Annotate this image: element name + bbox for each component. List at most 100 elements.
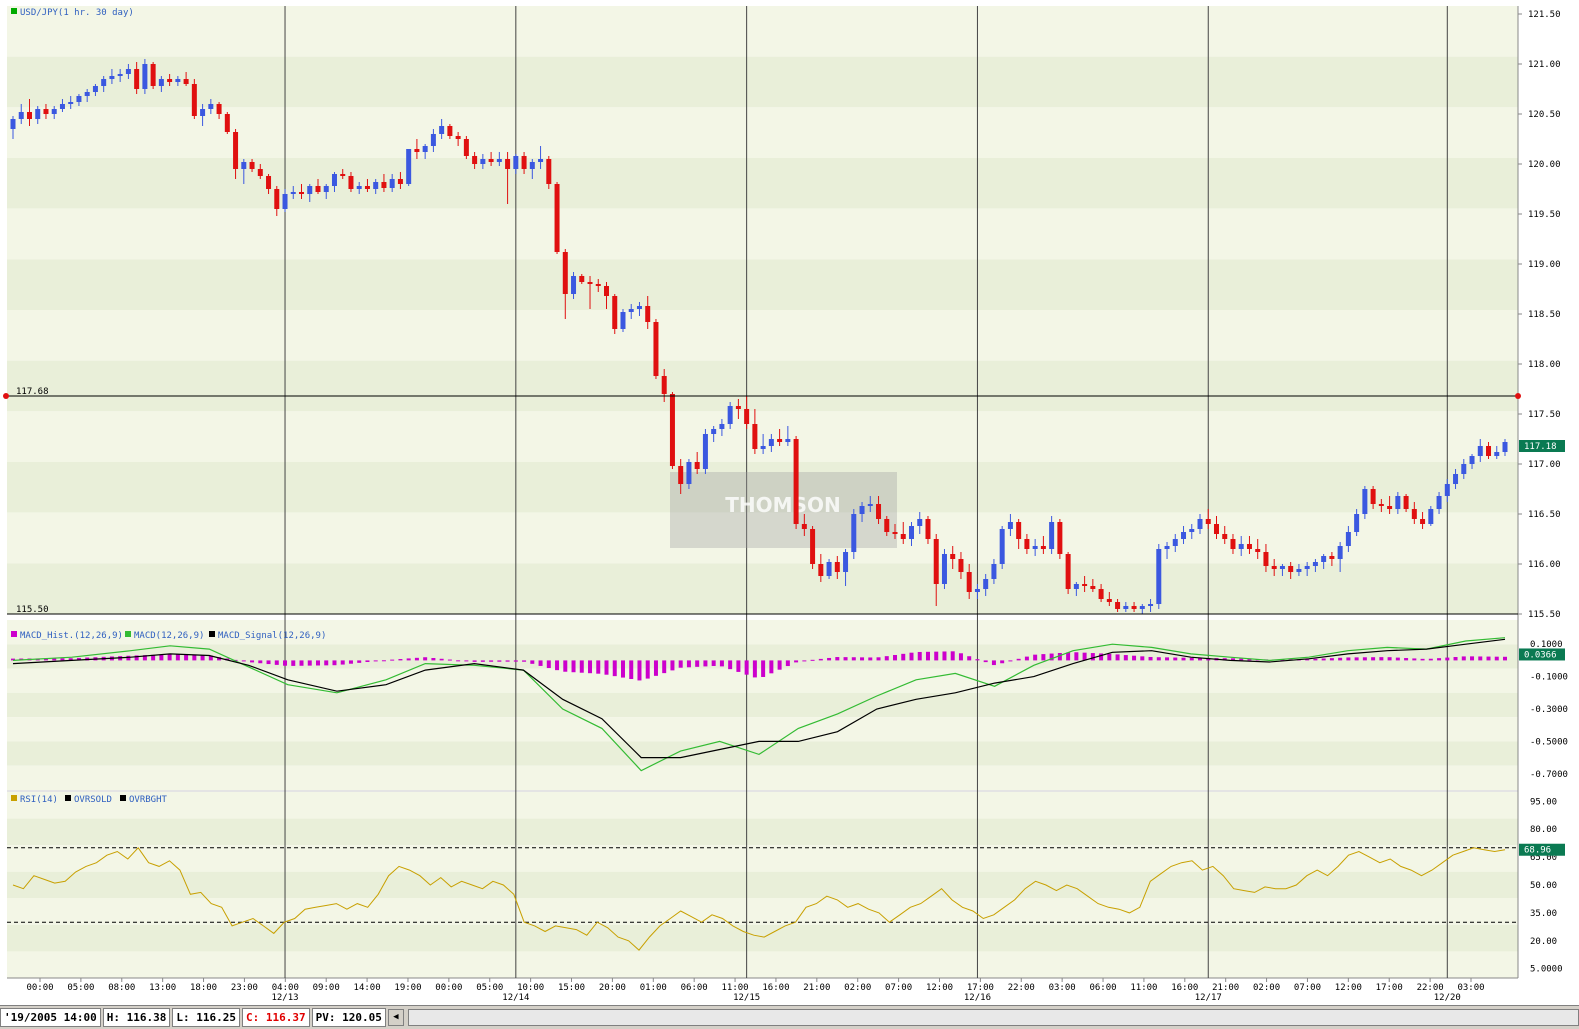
status-close: C: 116.37 xyxy=(241,1008,310,1027)
x-tick-label: 11:00 xyxy=(722,983,749,993)
macd-hist-bar xyxy=(1165,657,1170,661)
macd-last-tag xyxy=(1519,648,1565,661)
macd-hist-bar xyxy=(1132,655,1137,661)
rsi-band xyxy=(7,871,1518,899)
macd-hist-bar xyxy=(1041,654,1046,661)
status-low-value: 116.25 xyxy=(196,1011,236,1024)
macd-hist-bar xyxy=(134,655,139,661)
candle-body xyxy=(340,174,346,176)
candle-body xyxy=(958,559,964,572)
x-tick-label: 03:00 xyxy=(1049,983,1076,993)
candle-body xyxy=(150,64,156,86)
macd-hist-bar xyxy=(588,660,593,674)
x-tick-label: 17:00 xyxy=(1376,983,1403,993)
macd-hist-bar xyxy=(958,653,963,661)
macd-hist-bar xyxy=(283,660,288,666)
candle-body xyxy=(307,186,313,194)
scroll-left-icon[interactable]: ◀ xyxy=(387,1009,404,1026)
candle-body xyxy=(439,126,445,134)
date-label: 12/20 xyxy=(1434,993,1461,1003)
macd-hist-bar xyxy=(1478,656,1483,661)
candle-body xyxy=(158,79,164,86)
status-date: '19/2005 14:00 xyxy=(0,1008,101,1027)
macd-hist-bar xyxy=(1049,653,1054,661)
candle-body xyxy=(389,179,395,188)
macd-hist-bar xyxy=(1445,657,1450,661)
macd-hist-bar xyxy=(1008,660,1013,662)
x-tick-label: 02:00 xyxy=(1253,983,1280,993)
rsi-line xyxy=(12,847,1506,951)
horizontal-scrollbar[interactable] xyxy=(407,1009,1579,1026)
macd-hist-bar xyxy=(785,660,790,667)
rsi-last-tag xyxy=(1519,843,1565,856)
x-tick-label: 22:00 xyxy=(1008,983,1035,993)
x-tick-label: 09:00 xyxy=(313,983,340,993)
y-tick-label: 120.00 xyxy=(1528,160,1561,170)
candle-body xyxy=(793,439,799,524)
y-tick-label: 118.50 xyxy=(1528,310,1561,320)
macd-hist-bar xyxy=(456,660,461,662)
candle-body xyxy=(991,564,997,579)
macd-hist-bar xyxy=(472,660,477,662)
macd-hist-bar xyxy=(835,657,840,661)
macd-hist-bar xyxy=(1412,658,1417,661)
candle-body xyxy=(669,394,675,466)
macd-hist-bar xyxy=(884,656,889,661)
x-tick-label: 00:00 xyxy=(435,983,462,993)
candle-body xyxy=(1411,509,1417,519)
candle-body xyxy=(1205,519,1211,524)
candle-body xyxy=(463,139,469,156)
candle-body xyxy=(1263,552,1269,566)
macd-hist-bar xyxy=(579,660,584,673)
macd-hist-bar xyxy=(489,660,494,662)
candle-body xyxy=(1486,446,1492,456)
macd-tick-label: -0.5000 xyxy=(1530,737,1568,747)
chart-canvas[interactable]: THOMSON 117.68 115.50 121.50 121.00 120.50 120… xyxy=(0,0,1579,1005)
candle-body xyxy=(1354,514,1360,532)
candle-body xyxy=(1238,544,1244,549)
macd-tick-label: -0.1000 xyxy=(1530,673,1568,683)
macd-hist-bar xyxy=(1115,654,1120,661)
rsi-tick-label: 95.00 xyxy=(1530,797,1557,807)
x-tick-label: 21:00 xyxy=(803,983,830,993)
candle-body xyxy=(59,104,65,109)
macd-hist-bar xyxy=(728,660,733,670)
macd-band xyxy=(7,620,1518,645)
candle-body xyxy=(381,182,387,188)
macd-hist-bar xyxy=(703,660,708,667)
candle-body xyxy=(274,189,280,209)
macd-hist-bar xyxy=(1362,657,1367,661)
x-tick-label: 03:00 xyxy=(1457,983,1484,993)
candle-body xyxy=(183,79,189,84)
macd-hist-bar xyxy=(1329,658,1334,661)
macd-hist-bar xyxy=(357,660,362,663)
macd-hist-bar xyxy=(917,651,922,661)
macd-hist-bar xyxy=(522,660,527,662)
macd-hist-bar xyxy=(1239,658,1244,661)
candle-body xyxy=(1049,522,1055,549)
macd-hist-bar xyxy=(942,651,947,661)
candle-body xyxy=(1494,452,1500,456)
candle-body xyxy=(331,174,337,186)
macd-hist-bar xyxy=(909,652,914,661)
macd-hist-bar xyxy=(1057,652,1062,661)
macd-hist-bar xyxy=(876,657,881,661)
macd-hist-bar xyxy=(612,660,617,677)
macd-hist-bar xyxy=(11,658,15,661)
x-tick-label: 19:00 xyxy=(394,983,421,993)
candle-body xyxy=(1296,569,1302,572)
status-high-key: H: xyxy=(106,1011,120,1024)
status-high-value: 116.38 xyxy=(126,1011,167,1024)
candle-body xyxy=(1271,566,1277,569)
macd-hist-bar xyxy=(538,660,543,666)
candle-body xyxy=(851,514,857,552)
candle-body xyxy=(826,562,832,576)
x-tick-label: 18:00 xyxy=(190,983,217,993)
candle-body xyxy=(604,286,610,296)
macd-hist-bar xyxy=(348,660,353,664)
macd-hist-bar xyxy=(860,657,865,661)
candle-body xyxy=(282,194,288,209)
x-tick-label: 13:00 xyxy=(149,983,176,993)
rsi-band xyxy=(7,792,1518,819)
rsi-band xyxy=(7,898,1518,925)
